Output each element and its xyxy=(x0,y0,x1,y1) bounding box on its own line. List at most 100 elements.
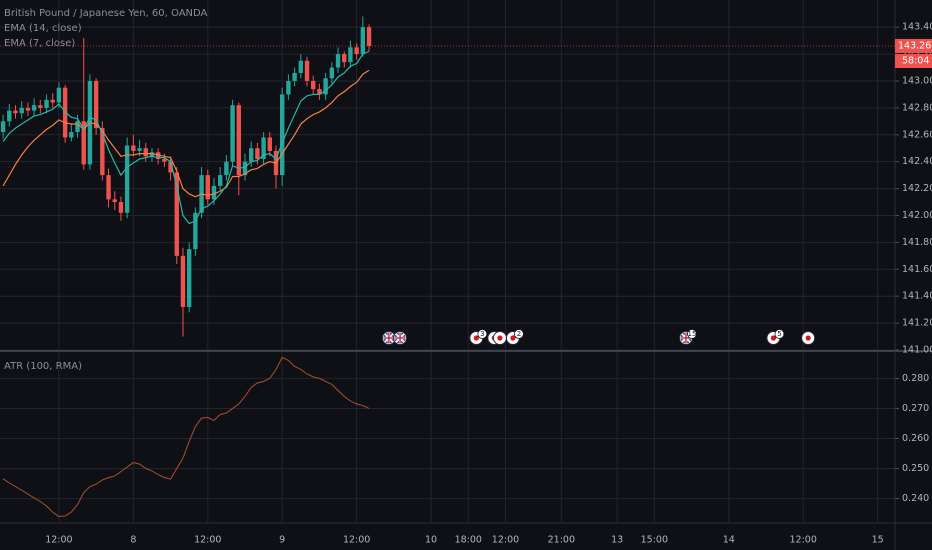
event-count-badge xyxy=(687,329,697,339)
y-tick-label: 0.240 xyxy=(902,493,929,504)
y-tick-label: 142.400 xyxy=(902,156,932,167)
event-count: 15 xyxy=(688,330,697,338)
event-count-badge xyxy=(514,329,524,339)
candle-body xyxy=(38,105,43,108)
candle-body xyxy=(211,185,217,200)
candle-body xyxy=(162,158,167,162)
candle-body xyxy=(329,67,335,79)
candle-body xyxy=(255,148,260,159)
event-icon xyxy=(393,331,408,345)
candle-body xyxy=(81,121,86,165)
y-tick-label: 142.000 xyxy=(902,210,932,221)
candle-body xyxy=(13,110,18,114)
candle-body xyxy=(286,80,291,95)
y-tick-label: 142.200 xyxy=(902,183,932,194)
candle-body xyxy=(280,94,285,176)
countdown-box xyxy=(895,54,932,69)
flag-jp xyxy=(510,335,516,341)
x-tick-label: 21:00 xyxy=(548,535,575,546)
ema-line xyxy=(2,69,370,198)
flag-gb-cross xyxy=(383,332,395,344)
candle-body xyxy=(50,99,55,103)
legend-entry: EMA (7, close) xyxy=(4,38,75,49)
candle-body xyxy=(69,132,74,138)
x-tick-label: 12:00 xyxy=(194,535,221,546)
candle-body xyxy=(93,80,99,129)
candle-body xyxy=(261,137,266,159)
y-tick-label: 0.270 xyxy=(902,403,929,414)
candle-body xyxy=(56,87,62,103)
y-tick-label: 0.260 xyxy=(902,433,929,444)
event-count: 5 xyxy=(777,330,781,338)
event-icon: 3 xyxy=(469,329,488,345)
candle-body xyxy=(248,148,254,162)
y-tick-label: 0.280 xyxy=(902,373,929,384)
y-tick-label: 141.600 xyxy=(902,264,932,275)
candle-body xyxy=(317,89,322,95)
x-tick-label: 18:00 xyxy=(455,535,482,546)
candle-body xyxy=(311,80,316,90)
indicator-title: ATR (100, RMA) xyxy=(4,361,82,372)
last-price-box xyxy=(895,39,932,54)
event-count-badge xyxy=(774,329,785,339)
candle-body xyxy=(205,175,210,200)
y-tick-label: 141.800 xyxy=(902,237,932,248)
flag-gb-cross xyxy=(394,332,406,344)
candle-body xyxy=(112,199,117,203)
y-tick-label: 142.800 xyxy=(902,102,932,113)
x-tick-label: 10 xyxy=(425,535,437,546)
event-count: 3 xyxy=(480,330,484,338)
flag-jp xyxy=(770,335,777,341)
candle-body xyxy=(31,105,37,111)
x-tick-label: 15 xyxy=(872,535,884,546)
overlay: 12:00 8 12:00 9 12:00 10 18:00 12:00 21:00 13 15:0… xyxy=(0,22,932,546)
candle-body xyxy=(323,78,328,95)
x-tick-label: 12:00 xyxy=(492,535,519,546)
y-tick-label: 143.000 xyxy=(902,75,932,86)
candle-body xyxy=(193,212,198,250)
y-tick-label: 143.400 xyxy=(902,22,932,33)
last-price-label: 143.261 xyxy=(898,41,932,52)
candle-body xyxy=(335,54,341,68)
x-tick-label: 12:00 xyxy=(790,535,817,546)
candle-body xyxy=(224,161,229,176)
candle-body xyxy=(0,121,6,133)
candle-body xyxy=(149,152,155,157)
event-icon xyxy=(492,331,507,345)
event-icon: 2 xyxy=(505,329,524,345)
candle-body xyxy=(168,161,173,173)
candle-body xyxy=(267,137,273,151)
x-tick-label: 9 xyxy=(279,535,285,546)
candle-body xyxy=(118,202,124,213)
candle-body xyxy=(124,145,130,213)
event-icon: 5 xyxy=(766,329,785,345)
flag-jp xyxy=(473,335,479,341)
ema-line xyxy=(2,50,370,225)
event-count-badge xyxy=(477,329,488,339)
candle-body xyxy=(44,99,49,108)
candle-body xyxy=(236,105,241,176)
x-tick-label: 13 xyxy=(611,535,623,546)
candle-body xyxy=(143,148,148,157)
candle-body xyxy=(298,60,304,73)
indicator-line xyxy=(2,356,370,518)
candle-body xyxy=(366,27,372,47)
candle-body xyxy=(230,105,235,162)
y-tick-label: 0.250 xyxy=(902,463,929,474)
y-tick-label: 142.600 xyxy=(902,129,932,140)
x-tick-label: 15:00 xyxy=(641,535,668,546)
candle-body xyxy=(292,72,297,81)
y-tick-label: 141.000 xyxy=(902,345,932,356)
x-tick-label: 12:00 xyxy=(343,535,370,546)
candle-body xyxy=(100,128,105,176)
candle-body xyxy=(25,107,31,111)
event-count: 2 xyxy=(517,330,521,338)
event-icon xyxy=(801,331,816,345)
candle-body xyxy=(137,148,142,151)
chart-title: British Pound / Japanese Yen, 60, OANDA xyxy=(4,8,208,19)
candle-body xyxy=(304,60,310,81)
candle-body xyxy=(131,145,136,151)
y-tick-label: 141.400 xyxy=(902,291,932,302)
